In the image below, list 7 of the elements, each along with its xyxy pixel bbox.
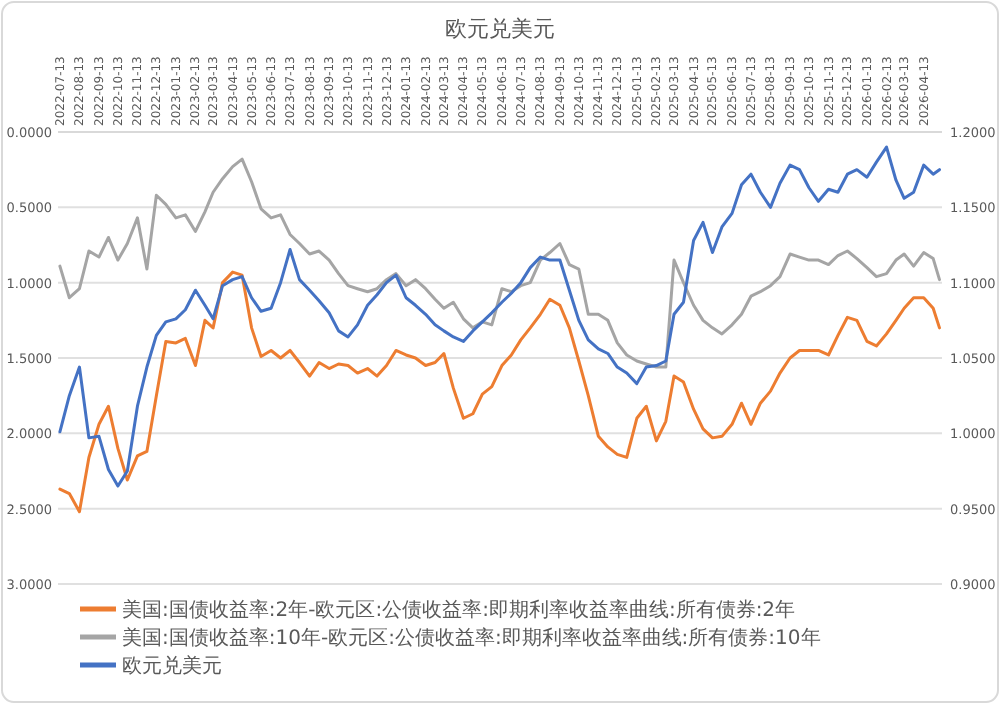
line-series: [58, 145, 941, 488]
legend-label: 欧元兑美元: [122, 654, 222, 678]
legend-label: 美国:国债收益率:2年-欧元区:公债收益率:即期利率收益率曲线:所有债券:2年: [122, 598, 796, 622]
chart-title: 欧元兑美元: [445, 16, 555, 42]
line-series: [58, 157, 941, 369]
legend-label: 美国:国债收益率:10年-欧元区:公债收益率:即期利率收益率曲线:所有债券:10年: [122, 626, 821, 650]
line-series: [58, 270, 941, 514]
